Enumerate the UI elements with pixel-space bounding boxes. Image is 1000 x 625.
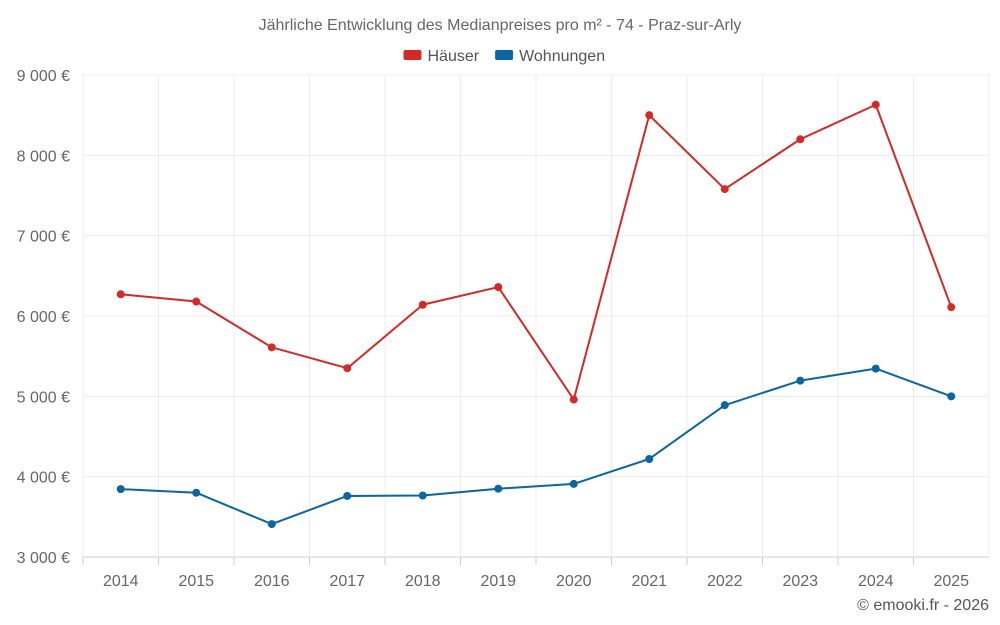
series-häuser [116,100,956,404]
data-point [720,185,729,194]
data-point [947,303,956,312]
x-tick-label: 2016 [254,573,290,590]
data-point [494,283,503,292]
data-point [343,364,352,373]
x-tick-label: 2025 [933,573,969,590]
y-axis: 3 000 € 4 000 € 5 000 € 6 000 € 7 000 € 8 000… [17,68,70,567]
legend-label: Wohnungen [519,48,605,65]
data-point [418,491,427,500]
series-group [116,100,956,529]
series-line [120,367,952,526]
data-point [192,297,201,306]
x-tick-label: 2014 [103,573,139,590]
chart-title: Jährliche Entwicklung des Medianpreises … [259,17,742,34]
y-tick-label: 8 000 € [17,148,70,165]
data-point [796,376,805,385]
x-tick-label: 2017 [329,573,365,590]
x-tick-label: 2015 [178,573,214,590]
series-line [120,103,953,401]
y-tick-label: 3 000 € [17,550,70,567]
y-tick-label: 6 000 € [17,309,70,326]
data-point [343,491,352,500]
y-tick-label: 7 000 € [17,229,70,246]
legend: Häuser Wohnungen [403,48,605,65]
x-tick-label: 2023 [782,573,818,590]
data-point [494,484,503,493]
x-tick-label: 2019 [480,573,516,590]
data-point [569,395,578,404]
data-point [267,520,276,529]
legend-swatch [403,50,422,60]
data-point [116,290,125,299]
data-point [720,401,729,410]
legend-swatch [495,50,514,60]
grid [82,74,990,558]
data-point [267,343,276,352]
data-point [871,364,880,373]
data-point [645,111,654,120]
y-tick-label: 4 000 € [17,470,70,487]
data-point [796,135,805,144]
legend-label: Häuser [428,48,480,65]
x-axis: 2014 2015 2016 2017 2018 2019 2020 2021 2022 2023… [82,557,969,590]
data-point [871,100,880,109]
legend-item: Wohnungen [495,48,605,65]
legend-item: Häuser [403,48,480,65]
data-point [192,488,201,497]
data-point [569,479,578,488]
x-tick-label: 2024 [858,573,894,590]
series-wohnungen [116,364,956,529]
x-tick-label: 2020 [556,573,592,590]
x-tick-label: 2021 [631,573,667,590]
x-tick-label: 2022 [707,573,743,590]
y-tick-label: 9 000 € [17,68,70,85]
x-tick-label: 2018 [405,573,441,590]
copyright-text: © emooki.fr - 2026 [857,597,989,614]
data-point [947,392,956,401]
y-tick-label: 5 000 € [17,389,70,406]
data-point [418,300,427,309]
data-point [116,485,125,494]
data-point [645,454,654,463]
